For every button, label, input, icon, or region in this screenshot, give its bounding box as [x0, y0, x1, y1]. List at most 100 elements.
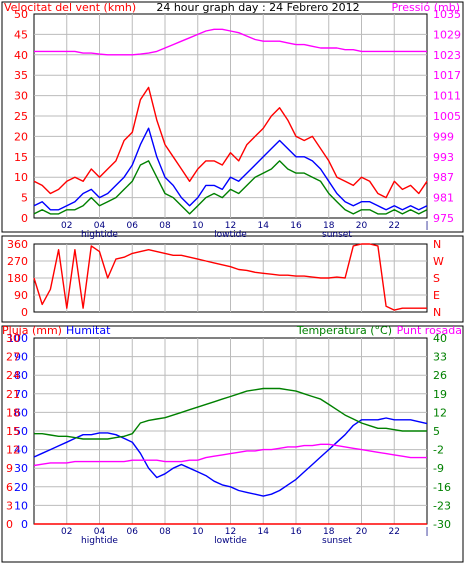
y-tick-left: 80 [14, 369, 28, 382]
x-tick-label: 12 [225, 221, 236, 231]
y-tick-right: 993 [433, 151, 454, 164]
x-tick-label: 04 [94, 527, 106, 537]
y-tick-left: 20 [14, 481, 28, 494]
y-tick-left: 50 [14, 425, 28, 438]
x-tick-label: 20 [356, 527, 368, 537]
x-tick-label: 22 [389, 527, 400, 537]
series-line-gust [33, 86, 428, 199]
tide-label-hightide: hightide [81, 536, 118, 546]
y-tick-right: 1029 [433, 28, 461, 41]
y-tick-left: 10 [14, 171, 28, 184]
y-tick-left: 30 [14, 462, 28, 475]
y-tick-right: 5 [433, 425, 440, 438]
y-tick-left: 100 [7, 332, 28, 345]
y-tick-right: E [433, 289, 440, 302]
x-tick-label: 20 [356, 221, 368, 231]
y-tick-left: 0 [21, 306, 28, 319]
rain-axis-label: Pluja (mm) [2, 324, 62, 337]
y-tick-right: 981 [433, 192, 454, 205]
x-tick-label: 08 [159, 527, 171, 537]
y-tick-right: -9 [433, 462, 444, 475]
x-tick-label: 18 [323, 221, 335, 231]
x-tick-end: | [425, 221, 428, 231]
panel-frame-wind [1, 1, 464, 233]
temperature-axis-label: Temperatura (°C) [296, 324, 392, 337]
y-tick-left2: 12 [6, 444, 20, 457]
y-tick-left2: 30 [6, 332, 20, 345]
y-tick-right: -23 [433, 499, 451, 512]
y-tick-left2: 3 [6, 499, 13, 512]
y-tick-left2: 18 [6, 406, 20, 419]
y-tick-right: N [433, 238, 441, 251]
x-tick-label: 06 [127, 527, 139, 537]
series-line-pressure [34, 28, 427, 56]
pressure-axis-label: Pressió (mb) [391, 1, 460, 14]
y-tick-left: 35 [14, 69, 28, 82]
y-tick-left: 90 [14, 289, 28, 302]
series-line-humidity [33, 417, 428, 497]
series-line-min [33, 160, 428, 215]
y-tick-left: 40 [14, 444, 28, 457]
y-tick-left2: 0 [6, 518, 13, 531]
tide-label-lowtide: lowtide [214, 536, 247, 546]
x-tick-end: | [425, 527, 428, 537]
x-tick-label: 14 [258, 527, 270, 537]
tide-label-sunset: sunset [322, 536, 352, 546]
y-tick-left2: 9 [6, 462, 13, 475]
y-tick-right: 40 [433, 332, 447, 345]
y-tick-right: 1011 [433, 90, 461, 103]
x-tick-label: 10 [192, 527, 204, 537]
x-tick-label: 12 [225, 527, 236, 537]
y-tick-right: W [433, 255, 444, 268]
y-tick-left: 20 [14, 130, 28, 143]
x-tick-label: 02 [61, 221, 72, 231]
y-tick-right: 975 [433, 212, 454, 225]
x-tick-label: 14 [258, 221, 270, 231]
wind-axis-label: Velocitat del vent (kmh) [4, 1, 136, 14]
humidity-axis-label: Humitat [66, 324, 111, 337]
y-tick-right: 12 [433, 406, 447, 419]
x-tick-label: 08 [159, 221, 171, 231]
x-tick-label: 10 [192, 221, 204, 231]
x-tick-label: 22 [389, 221, 400, 231]
series-line-dewpoint [33, 443, 427, 467]
y-tick-left: 60 [14, 406, 28, 419]
grid-lines [34, 14, 427, 524]
x-tick-label: 02 [61, 527, 72, 537]
y-tick-right: 987 [433, 171, 454, 184]
series-line-average [33, 127, 428, 211]
series-lines [33, 28, 428, 525]
tick-labels: 02 04 06 08 10 12 14 16 18 20 22 | hightide lowtide su… [6, 8, 461, 546]
y-tick-right: 1005 [433, 110, 461, 123]
y-tick-right: 999 [433, 130, 454, 143]
y-tick-left: 5 [21, 192, 28, 205]
y-tick-left: 180 [7, 272, 28, 285]
y-tick-right: 33 [433, 351, 447, 364]
y-tick-right: N [433, 306, 441, 319]
y-tick-left: 0 [21, 518, 28, 531]
y-tick-left: 0 [21, 212, 28, 225]
y-tick-left2: 27 [6, 351, 20, 364]
y-tick-right: 1023 [433, 49, 461, 62]
y-tick-left: 90 [14, 351, 28, 364]
y-tick-left: 25 [14, 110, 28, 123]
y-tick-left: 30 [14, 90, 28, 103]
x-tick-label: 06 [127, 221, 139, 231]
series-line-direction [33, 243, 427, 311]
y-tick-left2: 21 [6, 388, 20, 401]
y-tick-right: 19 [433, 388, 447, 401]
y-tick-left: 40 [14, 49, 28, 62]
y-tick-right: 1035 [433, 8, 461, 21]
y-tick-left2: 15 [6, 425, 20, 438]
y-tick-left: 270 [7, 255, 28, 268]
x-tick-label: 16 [290, 527, 302, 537]
x-tick-label: 18 [323, 527, 335, 537]
y-tick-left: 45 [14, 28, 28, 41]
y-tick-right: 26 [433, 369, 447, 382]
y-tick-right: -2 [433, 444, 444, 457]
y-tick-right: S [433, 272, 440, 285]
y-tick-left: 10 [14, 499, 28, 512]
x-tick-label: 04 [94, 221, 106, 231]
series-line-temperature [34, 387, 427, 440]
